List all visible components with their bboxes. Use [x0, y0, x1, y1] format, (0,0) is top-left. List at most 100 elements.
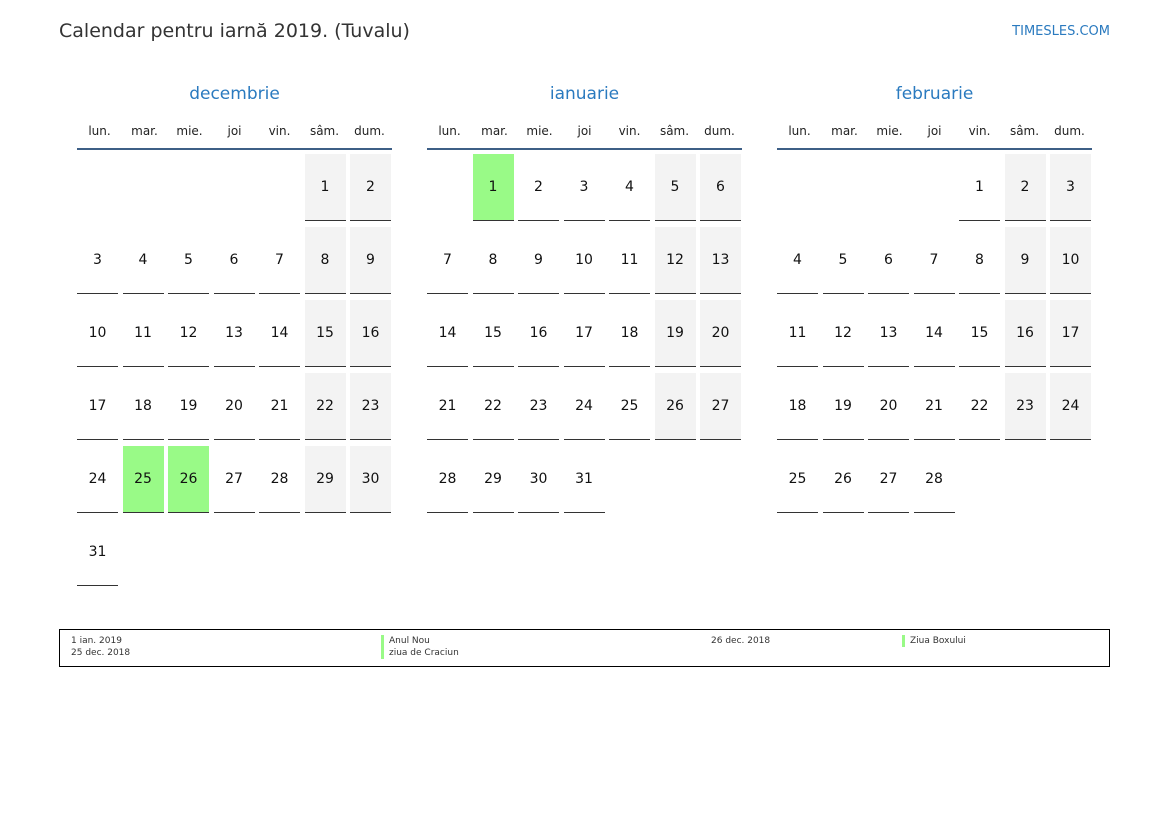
day-cell[interactable]: 14	[913, 300, 955, 367]
day-cell[interactable]: 2	[518, 154, 559, 221]
day-cell[interactable]: 20	[868, 373, 909, 440]
weekday-label: sâm.	[309, 124, 340, 138]
day-cell[interactable]: 26	[654, 373, 696, 440]
day-cell[interactable]: 21	[427, 373, 468, 440]
weekday-header: lun. mar. mie. joi vin. sâm. dum.	[77, 114, 392, 150]
day-cell[interactable]: 5	[654, 154, 696, 221]
day-cell[interactable]: 17	[563, 300, 605, 367]
day-cell[interactable]: 28	[259, 446, 300, 513]
day-cell[interactable]: 8	[304, 227, 346, 294]
day-cell[interactable]: 28	[427, 446, 468, 513]
day-cell[interactable]: 25	[777, 446, 818, 513]
day-cell[interactable]: 18	[609, 300, 650, 367]
day-cell[interactable]: 5	[168, 227, 209, 294]
weekday-label: sâm.	[659, 124, 690, 138]
day-cell[interactable]: 12	[168, 300, 209, 367]
day-cell[interactable]: 3	[1050, 154, 1091, 221]
day-cell[interactable]: 22	[304, 373, 346, 440]
day-cell[interactable]: 29	[472, 446, 514, 513]
day-cell[interactable]: 21	[259, 373, 300, 440]
day-cell[interactable]: 1	[959, 154, 1000, 221]
weekday-label: joi	[577, 124, 592, 138]
day-cell[interactable]: 12	[822, 300, 864, 367]
day-cell[interactable]: 1	[304, 154, 346, 221]
day-cell[interactable]: 30	[350, 446, 391, 513]
day-cell[interactable]: 11	[777, 300, 818, 367]
day-cell[interactable]: 23	[518, 373, 559, 440]
day-cell[interactable]: 23	[350, 373, 391, 440]
day-cell[interactable]: 3	[563, 154, 605, 221]
day-cell[interactable]: 10	[77, 300, 118, 367]
day-cell[interactable]: 24	[1050, 373, 1091, 440]
day-cell[interactable]: 12	[654, 227, 696, 294]
day-cell[interactable]: 25	[609, 373, 650, 440]
day-cell[interactable]: 6	[868, 227, 909, 294]
day-cell[interactable]: 31	[77, 519, 118, 586]
day-cell[interactable]: 28	[913, 446, 955, 513]
day-cell[interactable]: 10	[1050, 227, 1091, 294]
day-cell[interactable]: 18	[777, 373, 818, 440]
day-cell[interactable]: 13	[868, 300, 909, 367]
weekday-label: dum.	[354, 124, 385, 138]
day-cell[interactable]: 2	[350, 154, 391, 221]
day-cell[interactable]: 6	[213, 227, 255, 294]
day-cell[interactable]: 29	[304, 446, 346, 513]
day-cell[interactable]: 15	[472, 300, 514, 367]
day-cell[interactable]: 23	[1004, 373, 1046, 440]
day-cell[interactable]: 27	[213, 446, 255, 513]
day-cell[interactable]: 18	[122, 373, 164, 440]
day-cell[interactable]: 20	[700, 300, 741, 367]
day-cell[interactable]: 16	[518, 300, 559, 367]
legend-date: 1 ian. 2019	[71, 636, 122, 646]
day-cell[interactable]: 19	[168, 373, 209, 440]
day-cell[interactable]: 13	[213, 300, 255, 367]
weekday-label: dum.	[1054, 124, 1085, 138]
day-cell[interactable]: 22	[959, 373, 1000, 440]
site-link[interactable]: TIMESLES.COM	[1012, 24, 1110, 39]
day-cell[interactable]: 10	[563, 227, 605, 294]
day-cell[interactable]: 27	[700, 373, 741, 440]
day-cell[interactable]: 24	[77, 446, 118, 513]
day-cell[interactable]: 9	[1004, 227, 1046, 294]
day-cell[interactable]: 30	[518, 446, 559, 513]
day-cell[interactable]: 13	[700, 227, 741, 294]
day-cell[interactable]: 4	[609, 154, 650, 221]
day-cell[interactable]: 31	[563, 446, 605, 513]
day-cell[interactable]: 8	[472, 227, 514, 294]
day-cell[interactable]: 14	[259, 300, 300, 367]
day-cell[interactable]: 15	[304, 300, 346, 367]
day-cell[interactable]: 11	[609, 227, 650, 294]
day-cell[interactable]: 8	[959, 227, 1000, 294]
day-cell[interactable]: 17	[1050, 300, 1091, 367]
day-cell[interactable]: 19	[822, 373, 864, 440]
day-cell[interactable]: 14	[427, 300, 468, 367]
day-cell[interactable]: 21	[913, 373, 955, 440]
day-cell[interactable]: 27	[868, 446, 909, 513]
weekday-label: mie.	[876, 124, 903, 138]
day-cell[interactable]: 4	[122, 227, 164, 294]
day-cell[interactable]: 24	[563, 373, 605, 440]
day-cell[interactable]: 15	[959, 300, 1000, 367]
day-cell[interactable]: 9	[350, 227, 391, 294]
day-cell[interactable]: 26	[822, 446, 864, 513]
day-cell[interactable]: 2	[1004, 154, 1046, 221]
day-cell[interactable]: 26	[168, 446, 209, 513]
day-cell[interactable]: 19	[654, 300, 696, 367]
day-cell[interactable]: 6	[700, 154, 741, 221]
day-cell[interactable]: 1	[472, 154, 514, 221]
day-cell[interactable]: 20	[213, 373, 255, 440]
day-cell[interactable]: 9	[518, 227, 559, 294]
day-cell[interactable]: 3	[77, 227, 118, 294]
day-cell[interactable]: 5	[822, 227, 864, 294]
day-cell[interactable]: 7	[259, 227, 300, 294]
day-cell[interactable]: 11	[122, 300, 164, 367]
weekday-label: vin.	[268, 124, 291, 138]
day-cell[interactable]: 17	[77, 373, 118, 440]
day-cell[interactable]: 7	[427, 227, 468, 294]
day-cell[interactable]: 7	[913, 227, 955, 294]
day-cell[interactable]: 25	[122, 446, 164, 513]
day-cell[interactable]: 22	[472, 373, 514, 440]
day-cell[interactable]: 16	[1004, 300, 1046, 367]
day-cell[interactable]: 4	[777, 227, 818, 294]
day-cell[interactable]: 16	[350, 300, 391, 367]
